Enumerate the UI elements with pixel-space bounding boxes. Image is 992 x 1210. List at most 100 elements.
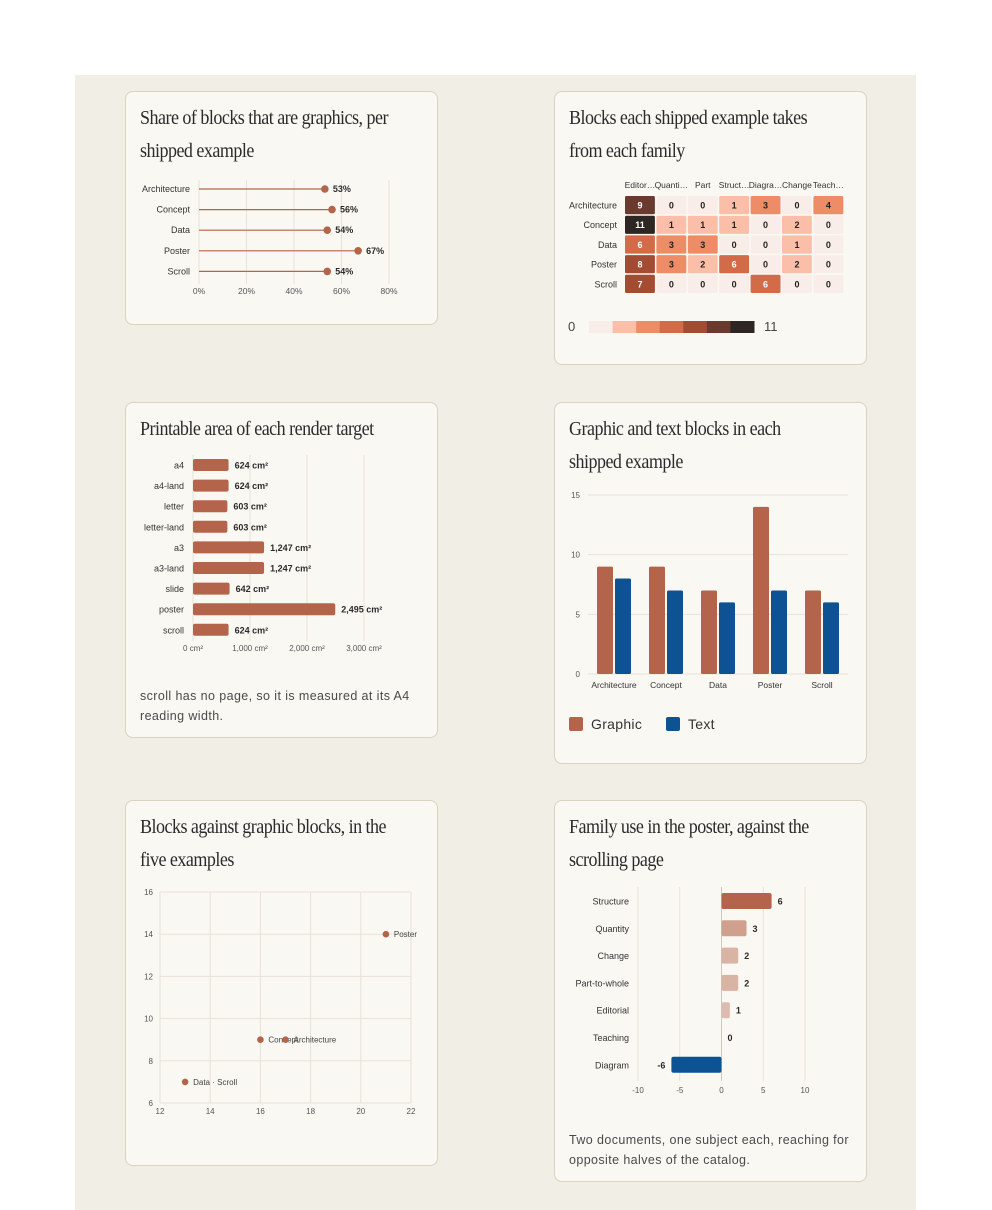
bar [721,920,747,937]
category-label: Teaching [593,1033,629,1043]
lollipop-dot [321,185,329,193]
cell-value: 0 [700,201,705,211]
bar-graphic [649,566,665,674]
category-label: Data [709,680,727,690]
category-label: a3-land [154,564,184,574]
cell-value: 11 [635,220,645,230]
value-label: 53% [333,184,351,194]
heat-cell [625,196,655,215]
heat-cell [782,235,812,254]
lollipop-chart: 0% 20% 40% 60% 80% Architecture 53% Concept 56% D… [142,180,398,296]
heat-cell [625,255,655,274]
scatter-point [282,1036,289,1043]
x-tick-label: -10 [632,1086,644,1095]
printable-area-chart: 0 cm² 1,000 cm² 2,000 cm² 3,000 cm² a4 624 cm… [144,455,382,653]
heat-cell [656,274,687,293]
row-label: Architecture [569,201,617,211]
heat-cell [687,274,718,293]
card-title: Share of blocks that are graphics, per s… [140,107,388,162]
cell-value: 6 [637,240,642,250]
x-tick-label: 12 [156,1107,165,1116]
column-label: Change [782,180,812,190]
x-tick-label: 2,000 cm² [289,644,325,653]
bar [193,562,265,574]
heat-cell [625,235,655,254]
category-label: Poster [758,680,783,690]
scale-swatch [706,321,731,333]
value-label: 642 cm² [236,584,270,594]
x-tick-label: 20% [238,286,255,296]
heat-cell [750,274,781,293]
cell-value: 0 [732,279,737,289]
legend-swatch-graphic [569,717,583,731]
heat-cell [813,235,844,254]
heat-cell [813,274,844,293]
bar [193,603,336,616]
cell-value: 1 [669,220,674,230]
category-label: Diagram [595,1060,629,1070]
card-printable-area: Printable area of each render target 0 c… [125,402,438,738]
cell-value: 2 [700,260,705,270]
y-tick-label: 16 [144,888,153,897]
card-blocks-scatter: Blocks against graphic blocks, in the fi… [125,800,438,1166]
category-label: Scroll [167,266,190,276]
value-label: 3 [753,924,758,934]
x-tick-label: 14 [206,1107,215,1116]
row-label: Concept [583,220,617,230]
legend-swatch-text [666,717,680,731]
category-label: a3 [174,543,184,553]
bar-graphic [805,590,821,674]
cell-value: 0 [669,201,674,211]
column-label: Struct… [719,180,750,190]
y-tick-label: 14 [144,930,153,939]
bar [193,541,265,554]
x-tick-label: 60% [333,286,350,296]
category-label: Concept [650,680,682,690]
category-label: Scroll [811,680,832,690]
card-title: Family use in the poster, against the sc… [569,816,809,871]
x-tick-label: 16 [256,1107,265,1116]
category-label: Poster [164,246,190,256]
column-label: Quanti… [655,180,689,190]
column-label: Editor… [625,180,656,190]
x-tick-label: 20 [356,1107,365,1116]
scale-swatch [612,321,637,333]
scatter-point [257,1036,264,1043]
value-label: 603 cm² [233,522,267,532]
cell-value: 4 [826,201,831,211]
scatter-point [382,930,390,938]
bar [721,947,739,964]
heat-cell [719,255,750,274]
category-label: Concept [156,205,190,215]
heat-cell [687,196,718,215]
value-label: 54% [335,225,353,235]
column-label: Teach… [813,180,844,190]
heat-cell [656,215,687,234]
value-label: 624 cm² [235,461,269,471]
category-label: Change [597,951,629,961]
bar-text [667,590,683,674]
heat-cell [813,215,844,234]
bar [193,459,229,471]
scale-swatch [683,321,708,333]
value-label: 2,495 cm² [341,605,382,615]
value-label: 54% [335,266,353,276]
x-tick-label: -5 [676,1086,684,1095]
cell-value: 0 [794,201,799,211]
x-tick-label: 3,000 cm² [346,644,382,653]
bar [671,1056,722,1073]
bar [193,479,229,492]
heat-cell [750,235,781,254]
card-graphic-share: Share of blocks that are graphics, per s… [125,91,438,325]
heat-cell [687,215,718,234]
column-label: Part [695,180,711,190]
x-tick-label: 0 cm² [183,644,203,653]
bar [721,893,772,909]
heat-cell [719,196,750,215]
y-tick-label: 6 [149,1099,154,1108]
heat-cell [782,274,812,293]
card-title: Graphic and text blocks in each shipped … [569,418,781,473]
cell-value: 6 [763,279,768,289]
category-label: scroll [163,625,184,635]
y-tick-label: 10 [571,551,580,560]
